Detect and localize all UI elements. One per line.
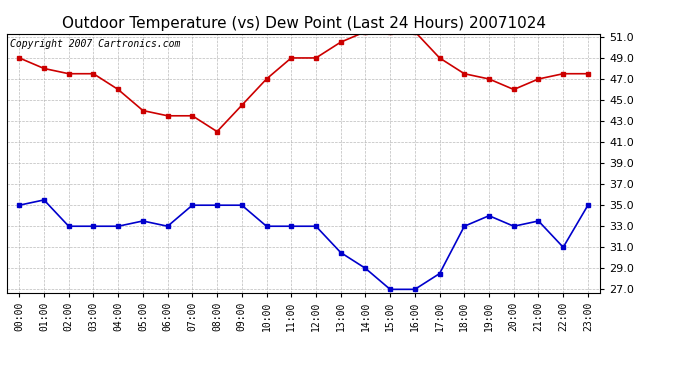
Text: Copyright 2007 Cartronics.com: Copyright 2007 Cartronics.com (10, 39, 180, 49)
Title: Outdoor Temperature (vs) Dew Point (Last 24 Hours) 20071024: Outdoor Temperature (vs) Dew Point (Last… (61, 16, 546, 31)
